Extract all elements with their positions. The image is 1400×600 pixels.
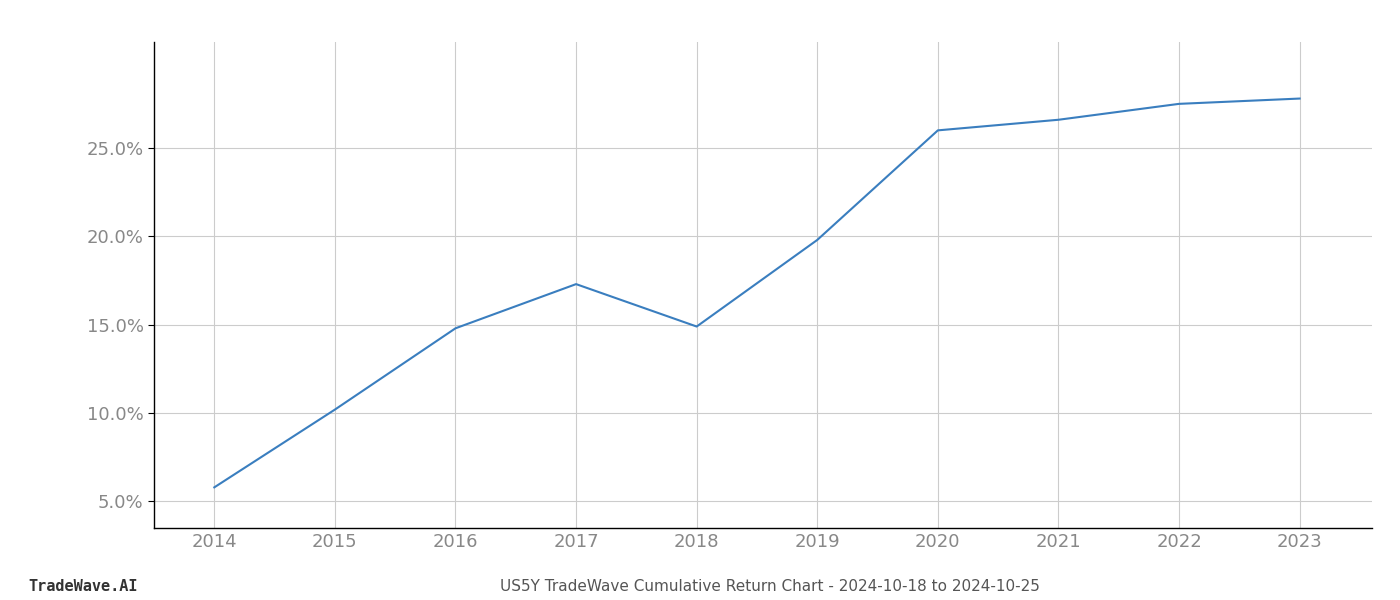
Text: TradeWave.AI: TradeWave.AI	[28, 579, 137, 594]
Text: US5Y TradeWave Cumulative Return Chart - 2024-10-18 to 2024-10-25: US5Y TradeWave Cumulative Return Chart -…	[500, 579, 1040, 594]
